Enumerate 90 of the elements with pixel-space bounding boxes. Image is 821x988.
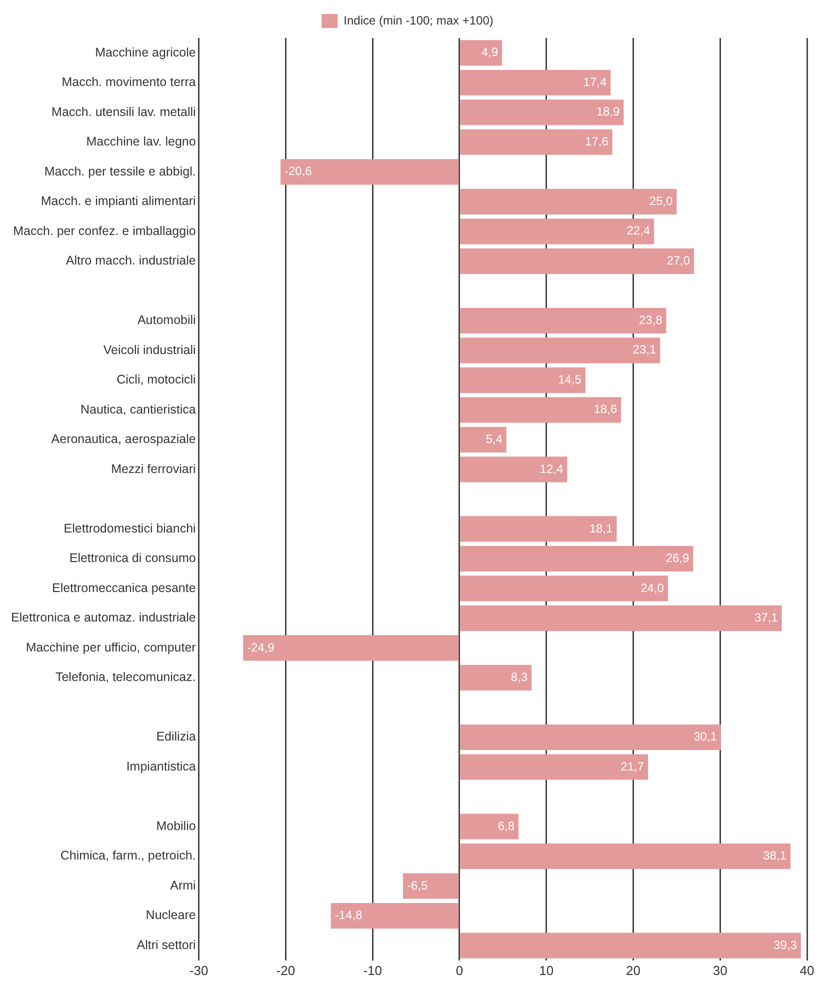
- bar: [460, 308, 666, 334]
- bar: [460, 843, 790, 870]
- bar: [460, 516, 617, 542]
- y-tick-label: Mezzi ferroviari: [111, 462, 196, 476]
- bar: [243, 635, 459, 661]
- y-tick-label: Aeronautica, aerospaziale: [51, 432, 196, 446]
- data-label: 17,6: [585, 134, 609, 148]
- bar: [460, 814, 519, 840]
- y-tick-label: Macch. utensili lav. metalli: [52, 104, 196, 119]
- x-tick-label: 40: [800, 962, 814, 978]
- data-label: 18,1: [589, 521, 614, 536]
- bar: [460, 129, 612, 155]
- bar: [460, 70, 611, 96]
- bar: [460, 456, 568, 482]
- bar: [280, 159, 459, 185]
- data-label: 17,4: [583, 74, 607, 89]
- data-label: 39,3: [774, 938, 798, 952]
- bar: [330, 902, 459, 929]
- y-tick-label: Edilizia: [156, 730, 196, 744]
- x-tick-label: -10: [363, 962, 382, 978]
- data-label: 14,5: [558, 372, 582, 386]
- data-label: 38,1: [763, 848, 787, 863]
- data-label: 25,0: [649, 194, 673, 208]
- x-tick-label: 10: [539, 962, 554, 978]
- bar: [460, 397, 622, 423]
- y-tick-label: Mobilio: [156, 818, 196, 833]
- x-tick-label: -20: [276, 962, 296, 978]
- y-tick-label: Macchine per ufficio, computer: [26, 640, 196, 654]
- bar: [402, 873, 459, 899]
- y-tick-label: Automobili: [137, 313, 196, 328]
- y-tick-label: Chimica, farm., petroich.: [60, 848, 196, 863]
- bar: [460, 576, 668, 602]
- x-tick-label: 0: [456, 962, 464, 978]
- y-tick-label: Macch. per confez. e imballaggio: [13, 224, 196, 238]
- data-label: 5,4: [486, 432, 503, 446]
- data-label: 37,1: [754, 610, 778, 625]
- data-label: 18,6: [594, 402, 618, 416]
- y-tick-label: Macchine agricole: [95, 45, 196, 60]
- y-tick-label: Nautica, cantieristica: [80, 402, 196, 416]
- y-tick-label: Elettrodomestici bianchi: [64, 521, 196, 536]
- y-tick-label: Elettronica di consumo: [69, 551, 196, 566]
- bar: [460, 664, 532, 691]
- data-label: 22,4: [626, 224, 650, 238]
- data-label: 12,4: [540, 462, 564, 476]
- data-label: 21,7: [620, 759, 644, 774]
- data-label: -24,9: [247, 640, 275, 654]
- bar: [460, 218, 654, 244]
- data-label: 6,8: [498, 818, 515, 833]
- bar: [460, 426, 506, 452]
- data-label: 27,0: [666, 253, 690, 268]
- y-tick-label: Veicoli industriali: [103, 342, 196, 357]
- data-label: -6,5: [406, 878, 428, 892]
- y-tick-label: Armi: [170, 878, 196, 892]
- bar: [460, 188, 677, 214]
- y-tick-label: Macchine lav. legno: [86, 134, 196, 149]
- bar: [460, 605, 782, 632]
- data-label: 23,1: [632, 342, 656, 357]
- bar: [460, 338, 660, 364]
- data-label: 23,8: [638, 312, 663, 327]
- y-tick-label: Macch. movimento terra: [62, 75, 196, 90]
- y-tick-label: Macch. per tessile e abbigl.: [44, 164, 196, 178]
- bar: [460, 40, 502, 66]
- y-tick-label: Elettromeccanica pesante: [52, 580, 196, 595]
- data-label: -20,6: [284, 164, 312, 178]
- data-label: 24,0: [640, 580, 664, 595]
- data-label: 30,1: [694, 730, 718, 744]
- y-tick-label: Impiantistica: [126, 759, 196, 774]
- bar: [460, 932, 801, 958]
- y-tick-label: Altro macch. industriale: [66, 254, 196, 268]
- bar: [460, 100, 624, 126]
- bar: [460, 754, 648, 780]
- legend-label: Indice (min -100; max +100): [344, 13, 494, 28]
- y-tick-label: Altri settori: [136, 938, 196, 952]
- x-tick-label: 20: [626, 962, 640, 978]
- data-label: 4,9: [481, 45, 498, 60]
- x-tick-label: 30: [712, 962, 728, 978]
- bar: [460, 546, 694, 572]
- y-tick-label: Macch. e impianti alimentari: [40, 194, 196, 208]
- bar: [460, 724, 721, 750]
- data-label: 26,9: [666, 551, 690, 566]
- bar: [460, 248, 694, 274]
- y-tick-label: Elettronica e automaz. industriale: [10, 610, 196, 625]
- y-tick-label: Cicli, motocicli: [116, 372, 196, 387]
- data-label: -14,8: [334, 908, 363, 922]
- data-label: 18,9: [596, 104, 620, 119]
- data-label: 8,3: [510, 670, 528, 684]
- y-tick-label: Telefonia, telecomunicaz.: [55, 670, 196, 684]
- y-tick-label: Nucleare: [146, 908, 196, 922]
- x-tick-label: -30: [189, 962, 208, 978]
- bar: [460, 367, 586, 393]
